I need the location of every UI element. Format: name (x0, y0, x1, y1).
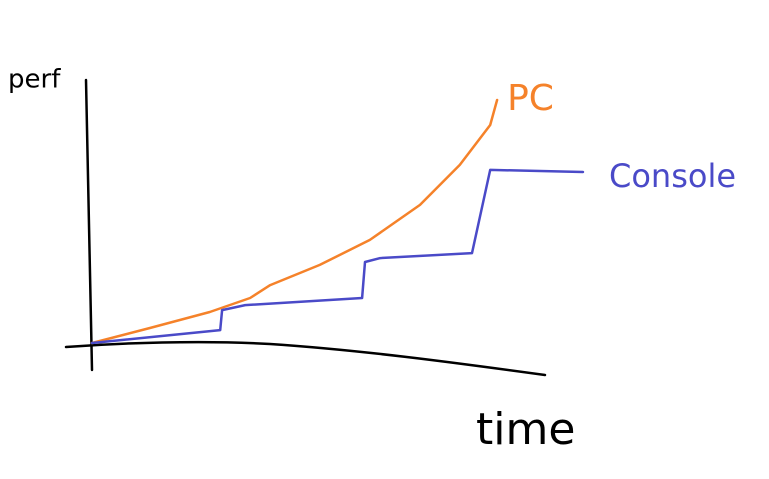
x-axis (64, 340, 547, 377)
series-line (90, 98, 499, 345)
y-axis (84, 78, 94, 372)
series-label: Console (609, 157, 736, 195)
series-line (90, 168, 585, 345)
y-axis-label: perf (8, 65, 61, 95)
series-label: PC (507, 78, 554, 119)
x-axis-label: time (476, 404, 575, 455)
